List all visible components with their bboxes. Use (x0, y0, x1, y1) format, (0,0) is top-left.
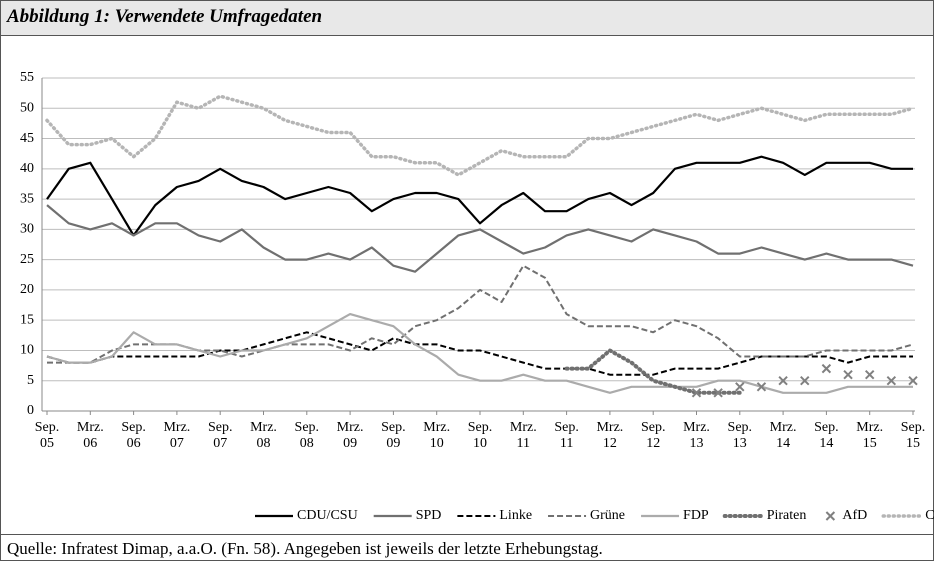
series-line (46, 313, 913, 394)
x-tick-label: Sep. 10 (467, 420, 493, 451)
data-marker (778, 376, 788, 386)
figure-title: Abbildung 1: Verwendete Umfragedaten (7, 6, 323, 27)
y-tick-label: 5 (27, 373, 34, 388)
legend-label: FDP (683, 508, 709, 523)
header (1, 1, 933, 36)
series-line (47, 264, 914, 364)
y-tick-label: 45 (20, 131, 34, 146)
data-marker (908, 376, 918, 386)
data-marker (843, 369, 853, 380)
series-line (46, 331, 913, 376)
x-tick-label: Sep. 06 (121, 420, 146, 451)
y-tick-label: 10 (20, 343, 34, 358)
x-tick-label: Sep. 13 (727, 420, 753, 451)
series-line (564, 348, 742, 395)
data-marker (864, 369, 875, 380)
y-tick-label: 25 (20, 252, 34, 267)
x-tick-label: Mrz. 10 (423, 420, 451, 451)
x-tick-label: Sep. 12 (640, 420, 666, 451)
x-tick-label: Mrz. 06 (76, 420, 104, 451)
legend-label: CSU (Bayern) (925, 508, 934, 523)
x-tick-label: Mrz. 14 (769, 420, 797, 451)
x-tick-label: Mrz. 09 (336, 420, 364, 451)
x-tick-label: Sep. 09 (381, 420, 406, 451)
legend-marker (825, 511, 836, 521)
source-note: Quelle: Infratest Dimap, a.a.O. (Fn. 58)… (7, 539, 603, 558)
legend-label: SPD (416, 508, 442, 523)
data-marker (735, 382, 745, 392)
y-tick-label: 35 (20, 191, 34, 206)
data-marker (691, 388, 702, 398)
x-tick-label: Mrz. 07 (163, 420, 191, 451)
x-tick-label: Mrz. 13 (683, 420, 710, 451)
x-tick-label: Sep. 11 (554, 420, 579, 451)
x-tick-label: Sep. 07 (207, 420, 233, 451)
legend-label: Linke (499, 508, 532, 523)
x-tick-label: Mrz. 11 (509, 420, 537, 451)
y-tick-label: 30 (20, 222, 34, 237)
x-tick-label: Sep. 08 (294, 420, 320, 451)
series-line (46, 204, 914, 273)
legend-label: Piraten (767, 508, 807, 523)
data-marker (713, 388, 723, 398)
legend-label: CDU/CSU (297, 508, 358, 523)
footer-rule (1, 534, 933, 535)
x-tick-label: Mrz. 08 (250, 420, 277, 451)
y-tick-label: 50 (20, 100, 34, 115)
y-tick-label: 0 (27, 403, 34, 418)
x-tick-label: Mrz. 12 (596, 420, 624, 451)
x-tick-label: Mrz. 15 (856, 420, 884, 451)
y-tick-label: 15 (20, 312, 34, 327)
y-tick-label: 20 (20, 282, 34, 297)
data-marker (821, 363, 832, 374)
y-tick-label: 55 (20, 70, 34, 85)
data-marker (886, 376, 897, 386)
x-tick-label: Sep. 15 (900, 420, 926, 451)
x-tick-label: Sep. 14 (814, 420, 839, 451)
series-line (46, 155, 913, 237)
data-marker (756, 382, 767, 392)
y-tick-label: 40 (20, 161, 34, 176)
data-marker (800, 376, 810, 386)
legend-label: AfD (842, 508, 867, 523)
legend-label: Grüne (590, 508, 625, 523)
x-tick-label: Sep. 05 (34, 420, 60, 451)
series-line (45, 94, 915, 177)
